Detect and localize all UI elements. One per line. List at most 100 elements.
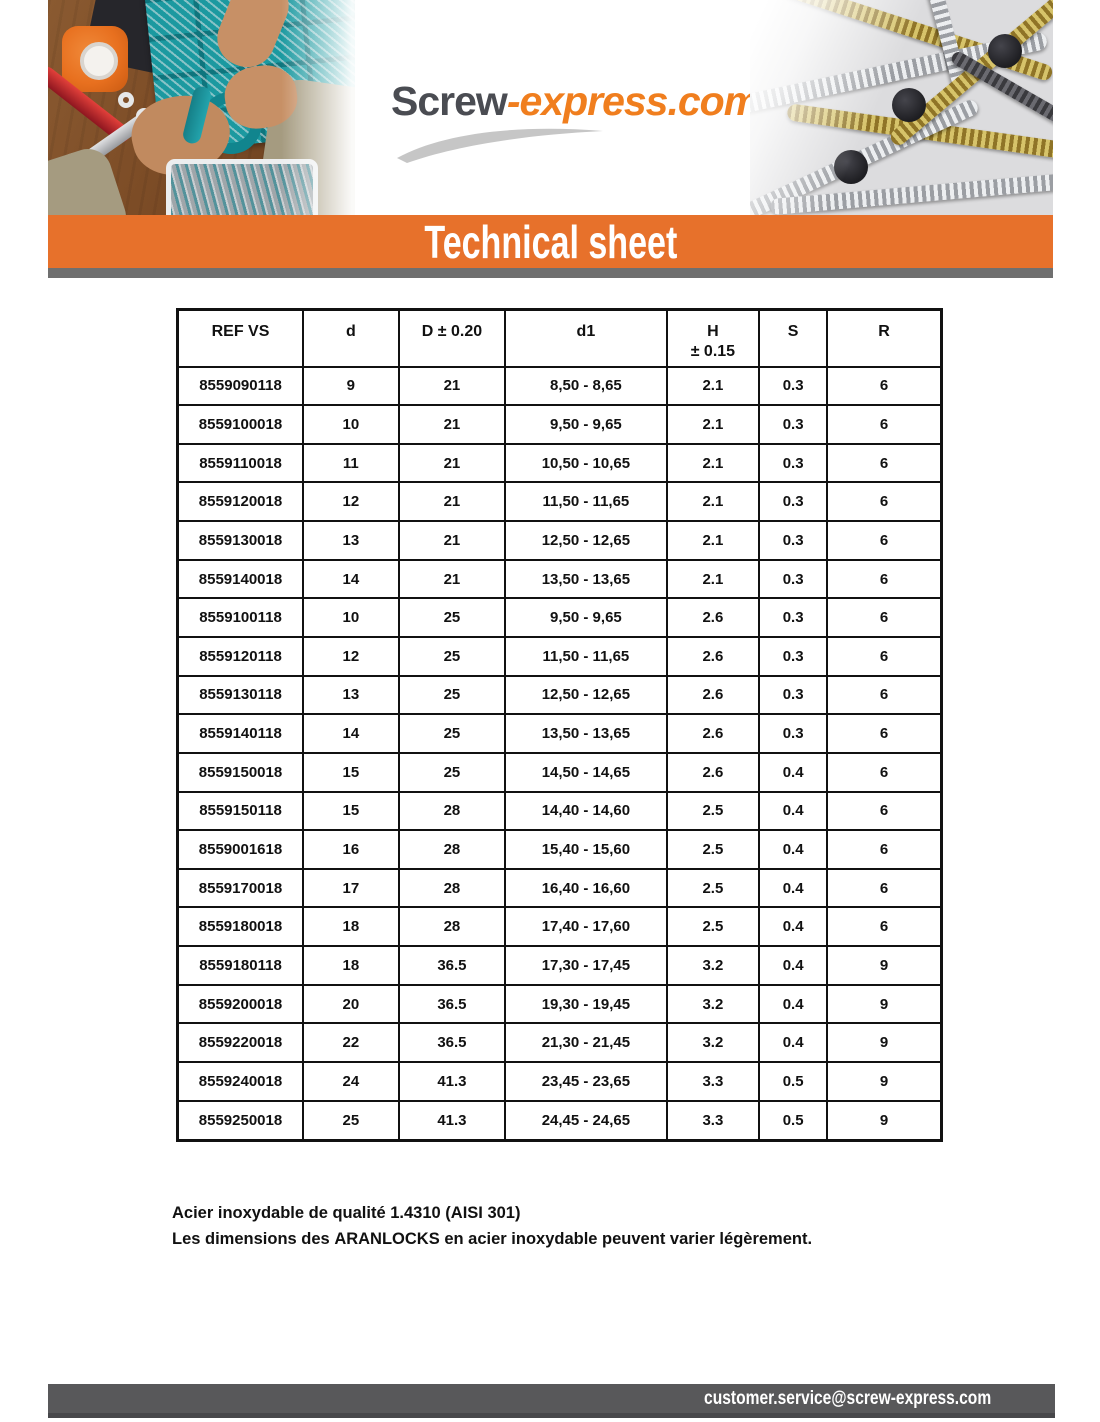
- table-cell: 21: [397, 442, 507, 484]
- table-cell: 14,50 - 14,65: [504, 751, 668, 793]
- column-header: d1: [504, 308, 668, 368]
- table-cell: 6: [826, 520, 943, 561]
- table-row: 8559001618 16 28 15,40 - 15,60 2.5 0.4 6: [176, 829, 943, 870]
- divider-strip: [48, 268, 1053, 278]
- table-cell: 3.2: [665, 945, 761, 986]
- workbench-photo: [48, 0, 355, 215]
- table-cell: 2.6: [665, 635, 761, 677]
- table-cell: 8559130018: [176, 520, 305, 561]
- table-cell: 0.3: [758, 442, 828, 484]
- table-cell: 0.5: [758, 1061, 828, 1102]
- table-cell: 25: [397, 674, 507, 716]
- table-cell: 28: [397, 790, 507, 832]
- table-cell: 25: [302, 1099, 400, 1142]
- logo-swoosh-icon: [397, 128, 603, 163]
- table-row: 8559170018 17 28 16,40 - 16,60 2.5 0.4 6: [176, 867, 943, 909]
- table-cell: 8559120118: [176, 635, 305, 677]
- table-cell: 25: [397, 635, 507, 677]
- table-cell: 22: [302, 1022, 400, 1064]
- table-cell: 16,40 - 16,60: [504, 867, 668, 909]
- table-cell: 2.5: [665, 867, 761, 909]
- column-header: REF VS: [176, 308, 305, 368]
- table-cell: 2.5: [665, 906, 761, 948]
- footer-bar: customer.service@screw-express.com: [48, 1384, 1055, 1418]
- table-cell: 8559110018: [176, 442, 305, 484]
- table-cell: 0.3: [758, 597, 828, 638]
- page-title: Technical sheet: [424, 215, 677, 268]
- table-cell: 17,40 - 17,60: [504, 906, 668, 948]
- spec-table-header: REF VS d D ± 0.20 d1 H ± 0.15 S R: [176, 308, 943, 368]
- table-cell: 8559140118: [176, 713, 305, 754]
- table-cell: 0.3: [758, 713, 828, 754]
- table-row: 8559100118 10 25 9,50 - 9,65 2.6 0.3 6: [176, 597, 943, 638]
- table-cell: 9,50 - 9,65: [504, 597, 668, 638]
- table-cell: 10: [302, 597, 400, 638]
- table-cell: 8,50 - 8,65: [504, 365, 668, 407]
- table-row: 8559150118 15 28 14,40 - 14,60 2.5 0.4 6: [176, 790, 943, 832]
- table-cell: 12,50 - 12,65: [504, 520, 668, 561]
- table-cell: 8559170018: [176, 867, 305, 909]
- table-cell: 16: [302, 829, 400, 870]
- table-cell: 13: [302, 674, 400, 716]
- table-cell: 2.6: [665, 674, 761, 716]
- table-cell: 8559150118: [176, 790, 305, 832]
- table-cell: 0.3: [758, 635, 828, 677]
- table-cell: 6: [826, 481, 943, 523]
- table-cell: 0.4: [758, 867, 828, 909]
- table-cell: 6: [826, 558, 943, 600]
- table-cell: 36.5: [397, 1022, 507, 1064]
- table-cell: 8559180118: [176, 945, 305, 986]
- column-header: d: [302, 308, 400, 368]
- table-cell: 28: [397, 867, 507, 909]
- table-cell: 0.3: [758, 520, 828, 561]
- table-cell: 15: [302, 790, 400, 832]
- table-row: 8559180118 18 36.5 17,30 - 17,45 3.2 0.4 9: [176, 945, 943, 986]
- table-cell: 14,40 - 14,60: [504, 790, 668, 832]
- screws-pile-photo: [750, 0, 1053, 215]
- table-row: 8559100018 10 21 9,50 - 9,65 2.1 0.3 6: [176, 404, 943, 445]
- table-cell: 9,50 - 9,65: [504, 404, 668, 445]
- table-row: 8559220018 22 36.5 21,30 - 21,45 3.2 0.4 9: [176, 1022, 943, 1064]
- table-cell: 2.1: [665, 404, 761, 445]
- table-cell: 28: [397, 906, 507, 948]
- table-cell: 2.5: [665, 790, 761, 832]
- column-header: S: [758, 308, 828, 368]
- table-cell: 0.4: [758, 790, 828, 832]
- table-cell: 11,50 - 11,65: [504, 481, 668, 523]
- table-cell: 36.5: [397, 945, 507, 986]
- table-cell: 0.4: [758, 751, 828, 793]
- table-cell: 8559140018: [176, 558, 305, 600]
- table-cell: 9: [826, 1099, 943, 1142]
- table-cell: 9: [826, 945, 943, 986]
- table-cell: 8559200018: [176, 983, 305, 1025]
- table-cell: 9: [826, 1061, 943, 1102]
- table-cell: 15,40 - 15,60: [504, 829, 668, 870]
- table-cell: 3.3: [665, 1099, 761, 1142]
- table-cell: 17: [302, 867, 400, 909]
- table-cell: 13,50 - 13,65: [504, 558, 668, 600]
- table-cell: 18: [302, 945, 400, 986]
- table-cell: 17,30 - 17,45: [504, 945, 668, 986]
- table-row: 8559120118 12 25 11,50 - 11,65 2.6 0.3 6: [176, 635, 943, 677]
- table-cell: 0.4: [758, 945, 828, 986]
- column-header: R: [826, 308, 943, 368]
- table-cell: 10: [302, 404, 400, 445]
- spec-table: REF VS d D ± 0.20 d1 H ± 0.15 S R 8559090118 9 21…: [176, 308, 943, 1142]
- table-cell: 23,45 - 23,65: [504, 1061, 668, 1102]
- table-cell: 8559100118: [176, 597, 305, 638]
- table-row: 8559150018 15 25 14,50 - 14,65 2.6 0.4 6: [176, 751, 943, 793]
- table-cell: 21: [397, 365, 507, 407]
- logo: Screw-express.com: [355, 0, 760, 215]
- table-cell: 41.3: [397, 1099, 507, 1142]
- table-cell: 6: [826, 635, 943, 677]
- table-row: 8559110018 11 21 10,50 - 10,65 2.1 0.3 6: [176, 442, 943, 484]
- table-cell: 0.5: [758, 1099, 828, 1142]
- table-cell: 6: [826, 829, 943, 870]
- table-cell: 15: [302, 751, 400, 793]
- table-row: 8559240018 24 41.3 23,45 - 23,65 3.3 0.5 9: [176, 1061, 943, 1102]
- table-cell: 12,50 - 12,65: [504, 674, 668, 716]
- table-cell: 25: [397, 751, 507, 793]
- table-cell: 8559001618: [176, 829, 305, 870]
- table-cell: 6: [826, 404, 943, 445]
